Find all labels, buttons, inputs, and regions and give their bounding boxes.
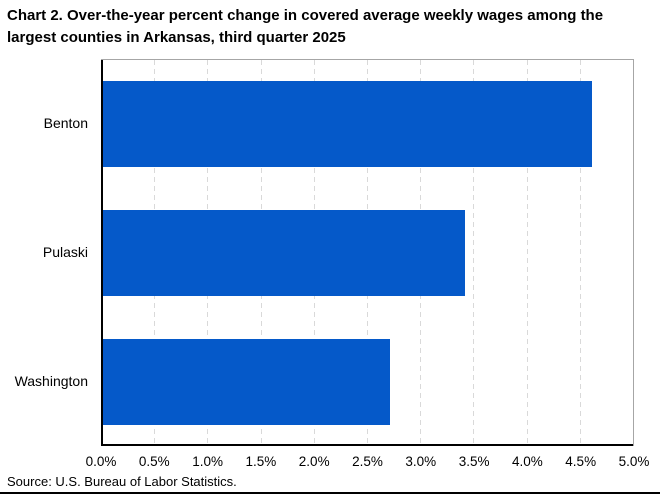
category-label-washington: Washington — [14, 372, 88, 389]
x-tick-label: 1.5% — [245, 454, 277, 469]
bar-pulaski — [103, 210, 465, 296]
bottom-rule — [0, 492, 660, 494]
x-tick-label: 2.5% — [352, 454, 383, 469]
bar-washington — [103, 338, 391, 425]
category-label-pulaski: Pulaski — [42, 244, 88, 260]
x-tick-label: 5.0% — [618, 454, 650, 469]
x-tick-label: 3.5% — [458, 454, 490, 469]
x-tick-label: 4.0% — [512, 454, 543, 469]
x-tick-label: 3.0% — [405, 454, 437, 469]
x-tick-label: 0.0% — [85, 454, 117, 469]
bar-benton — [103, 81, 593, 168]
category-label-benton: Benton — [43, 115, 88, 132]
x-axis-ticks: 0.0% 0.5% 1.0% 1.5% 2.0% 2.5% 3.0% 3.5% 4.0% 4.5%… — [86, 454, 650, 472]
x-tick-label: 2.0% — [298, 454, 330, 469]
plot-area — [101, 59, 634, 446]
x-tick-label: 1.0% — [192, 454, 223, 469]
category-axis: Benton Pulaski Washington — [0, 59, 88, 446]
gridline — [526, 60, 528, 446]
gridline — [579, 60, 581, 446]
x-tick-label: 0.5% — [138, 454, 170, 469]
gridline — [473, 60, 475, 446]
source-note: Source: U.S. Bureau of Labor Statistics. — [7, 474, 237, 489]
y-axis-line — [101, 60, 103, 446]
x-tick-label: 4.5% — [565, 454, 597, 469]
chart-title: Chart 2. Over-the-year percent change in… — [7, 7, 604, 46]
